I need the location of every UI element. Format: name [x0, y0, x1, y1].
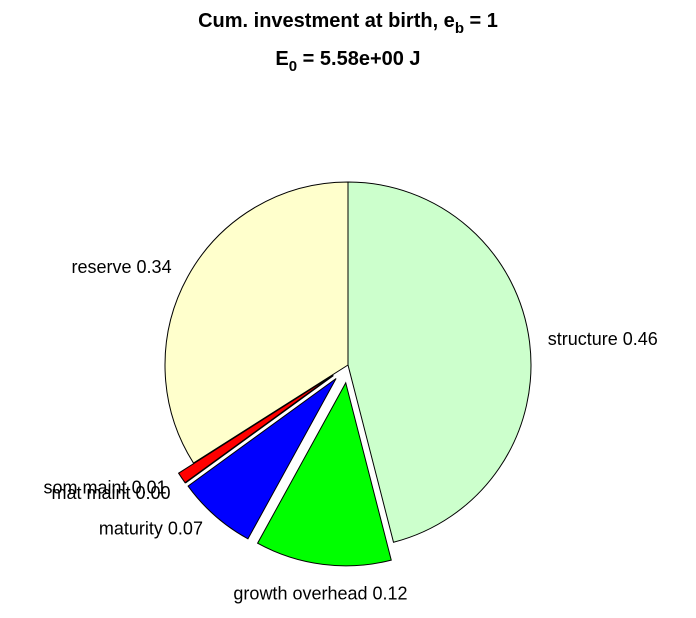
slice-value-label: 0.12 — [373, 583, 408, 603]
chart-title: Cum. investment at birth, eb = 1 — [198, 10, 498, 37]
title-part: = 1 — [464, 10, 498, 32]
slice-label: mat maint 0.00 — [51, 483, 170, 503]
slice-category: structure — [548, 329, 618, 349]
pie-slice — [177, 374, 334, 484]
title-subscript: b — [455, 20, 464, 37]
slice-label: growth overhead 0.12 — [233, 583, 407, 603]
slice-value-label: 0.00 — [136, 483, 171, 503]
slice-value-label: 0.34 — [137, 257, 172, 277]
slice-label: structure 0.46 — [548, 329, 658, 349]
pie-slice — [164, 181, 349, 464]
pie-slice — [185, 375, 334, 484]
slice-category: mat maint — [51, 483, 130, 503]
slice-label: maturity 0.07 — [99, 518, 203, 538]
slice-value-label: 0.46 — [623, 329, 658, 349]
pie-slice — [187, 378, 337, 540]
slice-category: som maint — [44, 477, 127, 497]
slice-value-label: 0.01 — [132, 477, 167, 497]
subtitle-part: = 5.58e+00 J — [297, 48, 420, 70]
slice-value-label: 0.07 — [168, 518, 203, 538]
chart-subtitle: E0 = 5.58e+00 J — [275, 48, 420, 75]
subtitle-part: E — [275, 48, 288, 70]
slice-label: reserve 0.34 — [72, 257, 172, 277]
slice-category: maturity — [99, 518, 163, 538]
pie-slice — [256, 381, 392, 567]
slice-label: som maint 0.01 — [44, 477, 167, 497]
slice-category: reserve — [72, 257, 132, 277]
slice-category: growth overhead — [233, 583, 367, 603]
pie-slice — [347, 181, 532, 543]
subtitle-subscript: 0 — [289, 58, 297, 75]
title-part: Cum. investment at birth, e — [198, 10, 455, 32]
